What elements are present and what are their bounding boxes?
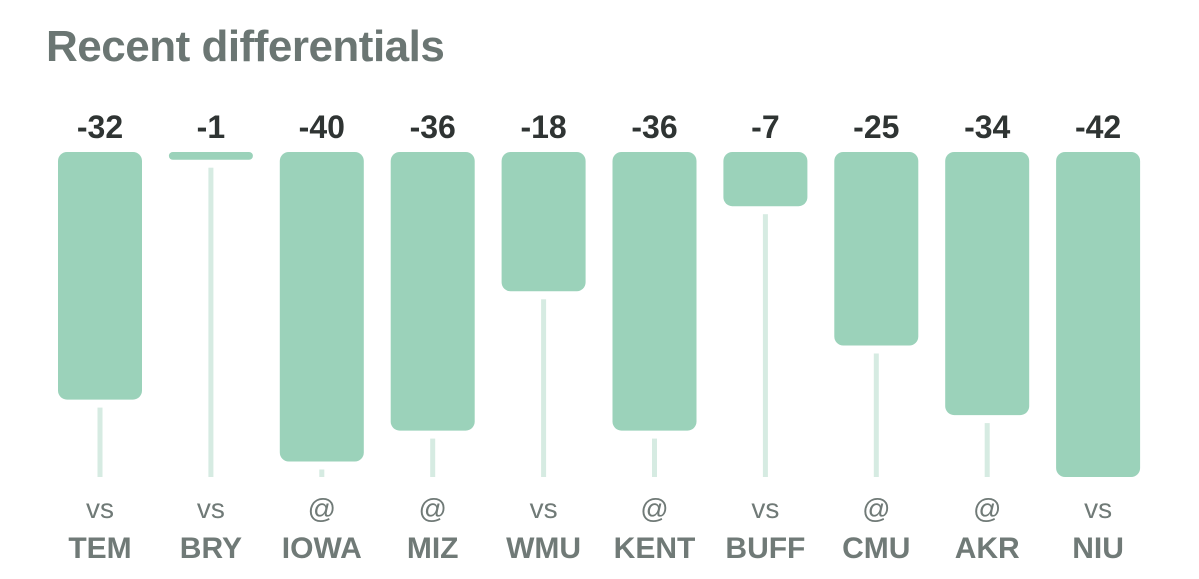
bar-bry: [168, 152, 253, 160]
team-label: AKR: [955, 532, 1020, 565]
value-label: -32: [77, 109, 123, 145]
site-label: vs: [86, 493, 114, 524]
bar-layer: [58, 152, 1141, 477]
value-label: -34: [964, 109, 1010, 145]
value-label: -25: [853, 109, 899, 145]
value-label-layer: -32 -1 -40 -36 -18 -36 -7 -25 -34 -42: [77, 109, 1121, 145]
value-label: -36: [410, 109, 456, 145]
bar-miz: [390, 152, 475, 431]
value-label: -1: [197, 109, 225, 145]
team-label: IOWA: [282, 532, 362, 565]
track-line: [541, 299, 547, 477]
chart-title: Recent differentials: [46, 22, 445, 71]
site-label: vs: [1084, 493, 1112, 524]
value-label: -18: [520, 109, 566, 145]
team-label: BUFF: [725, 532, 805, 565]
team-label: MIZ: [407, 532, 459, 565]
bar-akr: [945, 152, 1030, 416]
team-label: CMU: [842, 532, 910, 565]
site-label: @: [973, 493, 1001, 524]
team-label: TEM: [68, 532, 131, 565]
site-label: vs: [751, 493, 779, 524]
team-label: KENT: [614, 532, 696, 565]
team-label: NIU: [1072, 532, 1124, 565]
site-label-layer: vs vs @ @ vs @ vs @ @ vs: [86, 493, 1112, 524]
value-label: -42: [1075, 109, 1121, 145]
site-label: @: [862, 493, 890, 524]
track-line: [652, 438, 657, 477]
track-line: [984, 423, 990, 477]
track-line: [208, 167, 214, 477]
bar-cmu: [834, 152, 919, 346]
value-label: -36: [631, 109, 677, 145]
site-label: vs: [197, 493, 225, 524]
value-label: -40: [299, 109, 345, 145]
value-label: -7: [751, 109, 779, 145]
bar-iowa: [279, 152, 364, 462]
track-line: [319, 469, 325, 477]
bar-wmu: [501, 152, 586, 292]
track-line: [97, 407, 103, 477]
site-label: @: [308, 493, 336, 524]
bar-tem: [58, 152, 142, 400]
bar-buff: [723, 152, 808, 207]
bar-niu: [1056, 152, 1141, 477]
track-line: [873, 353, 879, 477]
track-line: [762, 214, 768, 477]
site-label: vs: [530, 493, 558, 524]
team-label: WMU: [506, 532, 581, 565]
site-label: @: [640, 493, 668, 524]
track-layer: [97, 167, 990, 477]
team-label-layer: TEM BRY IOWA MIZ WMU KENT BUFF CMU AKR NIU: [68, 532, 1124, 565]
track-line: [430, 438, 436, 477]
bar-kent: [612, 152, 697, 431]
site-label: @: [418, 493, 446, 524]
team-label: BRY: [180, 532, 242, 565]
